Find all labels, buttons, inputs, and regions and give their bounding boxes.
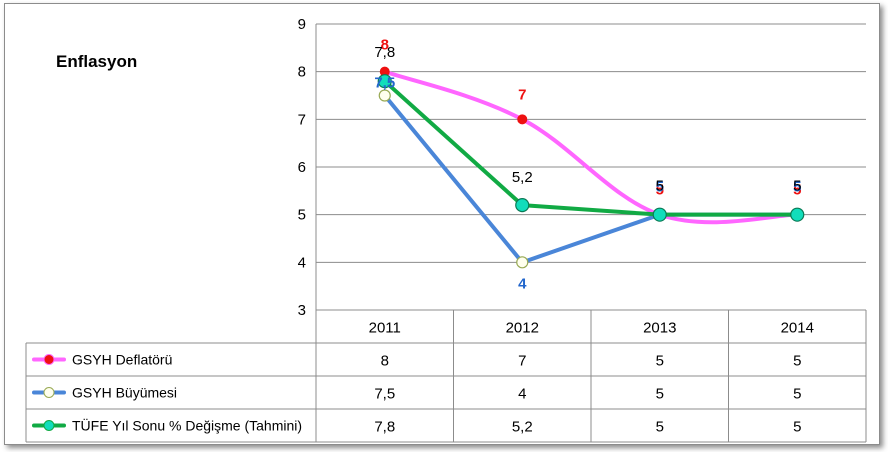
chart-title: Enflasyon <box>56 52 137 71</box>
table-cell: 5,2 <box>512 419 533 436</box>
y-tick-label: 5 <box>298 207 306 224</box>
y-tick-label: 9 <box>298 16 306 33</box>
x-tick-label: 2012 <box>506 320 539 337</box>
table-cell: 5 <box>793 419 801 436</box>
grid-lines <box>315 23 866 311</box>
data-label: 4 <box>518 275 527 292</box>
data-labels: 875 57,545 57,85,25 5 <box>374 37 801 293</box>
data-label: 5 <box>793 182 801 199</box>
legend-entry: GSYH Büyümesi <box>72 385 177 401</box>
data-point <box>377 74 392 89</box>
data-point <box>516 256 529 269</box>
data-table: 2011 2012 2013 2014 GSYH Deflatörü 8 7 5 5 GSYH B… <box>25 309 867 443</box>
data-label: 5 <box>656 182 664 199</box>
series-line <box>382 93 800 265</box>
y-tick-label: 3 <box>298 302 306 319</box>
legend-key-marker <box>43 387 55 398</box>
data-label: 7,5 <box>374 75 395 92</box>
data-point <box>517 114 528 125</box>
x-tick-label: 2011 <box>369 320 401 337</box>
table-cell: 5 <box>656 353 664 370</box>
data-label: 7,8 <box>374 44 395 61</box>
chart-frame <box>4 3 880 445</box>
x-tick-label: 2013 <box>643 320 676 337</box>
y-tick-label: 7 <box>298 111 306 128</box>
legend-key-marker <box>43 420 55 431</box>
data-label: 7 <box>518 86 526 103</box>
legend-entry: GSYH Deflatörü <box>72 352 172 368</box>
y-tick-labels: 3 4 5 6 7 8 9 <box>298 16 306 319</box>
data-label: 5 <box>793 179 801 196</box>
data-point <box>790 207 805 222</box>
x-tick-label: 2014 <box>781 320 814 337</box>
y-tick-label: 6 <box>298 159 306 176</box>
data-point <box>515 198 530 213</box>
y-tick-label: 8 <box>298 64 306 81</box>
legend-key-marker <box>43 354 55 365</box>
table-cell: 7 <box>518 353 526 370</box>
legend-entry: TÜFE Yıl Sonu % Değişme (Tahmini) <box>72 417 302 434</box>
data-point <box>652 207 667 222</box>
table-cell: 5 <box>793 353 801 370</box>
table-cell: 7,5 <box>374 386 395 403</box>
data-label: 5 <box>793 178 801 195</box>
series-line <box>382 69 800 225</box>
series-lines <box>382 69 800 265</box>
table-cell: 5 <box>656 419 664 436</box>
data-label: 8 <box>381 37 389 54</box>
table-cell: 8 <box>381 353 389 370</box>
table-cell: 5 <box>656 386 664 403</box>
data-label: 5 <box>656 178 664 195</box>
data-point <box>378 89 391 102</box>
table-cell: 5 <box>793 386 801 403</box>
series-line <box>382 79 800 217</box>
table-cell: 7,8 <box>374 419 395 436</box>
y-tick-label: 4 <box>298 254 306 271</box>
data-label: 5 <box>656 179 664 196</box>
series-markers <box>377 66 805 269</box>
table-cell: 4 <box>518 386 526 403</box>
data-label: 5,2 <box>512 169 533 186</box>
